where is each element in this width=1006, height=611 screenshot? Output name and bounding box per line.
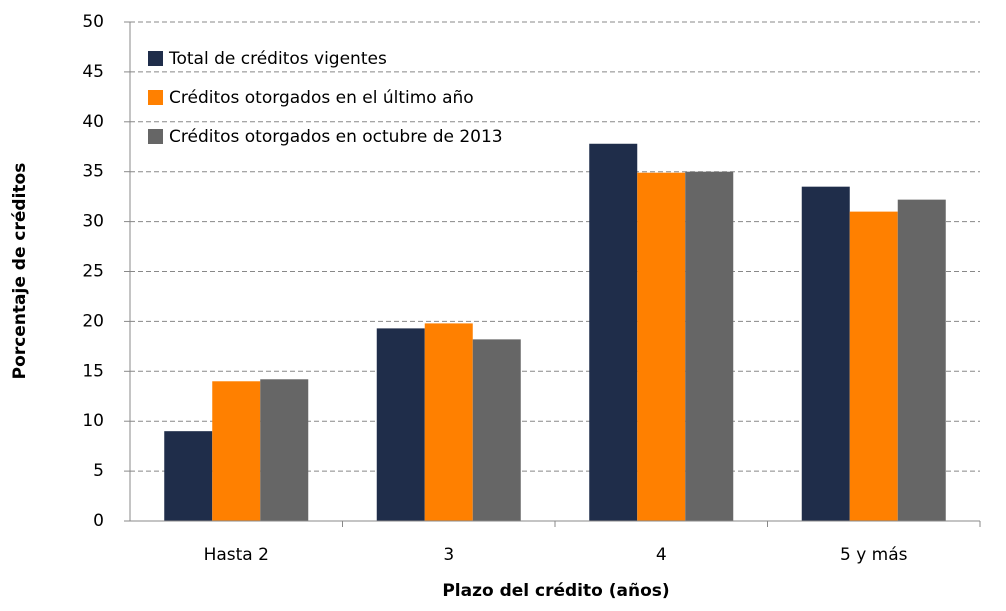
y-tick-label: 35 — [82, 162, 104, 182]
y-tick-label: 50 — [82, 12, 104, 32]
bar — [897, 199, 946, 522]
bar — [685, 171, 734, 521]
legend-swatch — [148, 90, 163, 105]
bar — [376, 328, 425, 521]
x-tick-label: 4 — [656, 545, 667, 565]
x-axis-title: Plazo del crédito (años) — [442, 581, 669, 601]
y-tick-label: 20 — [82, 311, 104, 331]
bar — [212, 381, 261, 521]
x-tick-label: 3 — [443, 545, 454, 565]
y-tick-label: 10 — [82, 411, 104, 431]
y-tick-label: 0 — [93, 511, 104, 531]
y-tick-label: 5 — [93, 461, 104, 481]
x-tick-label: Hasta 2 — [204, 545, 269, 565]
bar — [849, 211, 898, 521]
bar — [260, 379, 309, 521]
y-tick-label: 40 — [82, 112, 104, 132]
bar — [472, 339, 521, 521]
bar — [801, 186, 850, 522]
legend-label: Créditos otorgados en el último año — [169, 88, 474, 108]
legend-swatch — [148, 51, 163, 66]
y-tick-label: 30 — [82, 212, 104, 232]
x-tick-label: 5 y más — [840, 545, 908, 565]
bar — [637, 172, 686, 521]
legend-label: Créditos otorgados en octubre de 2013 — [169, 127, 503, 147]
y-axis-title: Porcentaje de créditos — [10, 163, 30, 380]
y-tick-label: 25 — [82, 262, 104, 282]
bar — [164, 431, 213, 521]
y-tick-label: 45 — [82, 62, 104, 82]
legend-label: Total de créditos vigentes — [168, 49, 387, 69]
bar — [424, 323, 473, 521]
bar — [589, 143, 638, 522]
legend-swatch — [148, 129, 163, 144]
y-tick-label: 15 — [82, 361, 104, 381]
